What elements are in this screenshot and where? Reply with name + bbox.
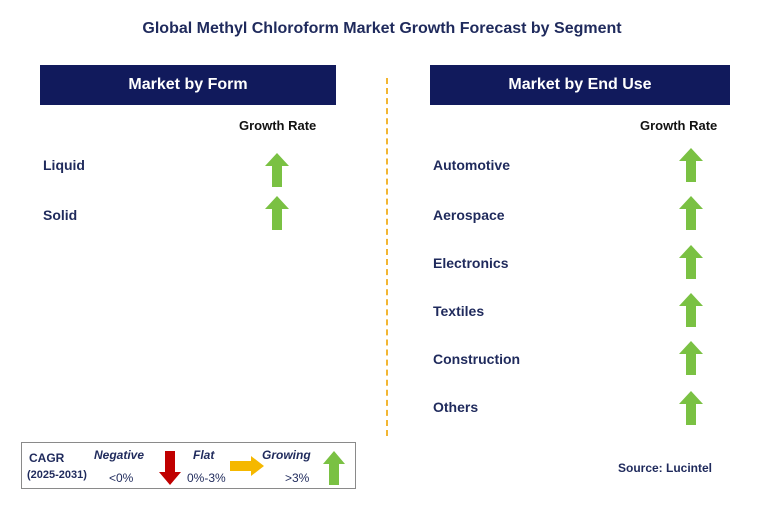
legend-flat-value: 0%-3% [187, 471, 226, 485]
flat-right-arrow-icon [230, 456, 264, 476]
form-row-solid: Solid [43, 207, 78, 223]
end-use-row-others: Others [433, 399, 479, 415]
growth-up-arrow-icon [679, 196, 703, 230]
end-use-row-electronics: Electronics [433, 255, 509, 271]
growth-up-arrow-icon [679, 391, 703, 425]
end-use-growth-rate-label: Growth Rate [640, 118, 718, 133]
end-use-row-construction: Construction [433, 351, 521, 367]
form-header: Market by Form [40, 65, 336, 105]
legend-period: (2025-2031) [27, 469, 87, 481]
form-row-liquid: Liquid [43, 157, 85, 173]
growth-up-arrow-icon [679, 245, 703, 279]
cagr-legend: CAGR (2025-2031) Negative <0% Flat 0%-3%… [21, 442, 356, 489]
source-note: Source: Lucintel [618, 461, 713, 475]
legend-flat-label: Flat [193, 448, 215, 462]
page-title: Global Methyl Chloroform Market Growth F… [142, 20, 622, 37]
legend-cagr-label: CAGR [29, 451, 65, 465]
end-use-row-textiles: Textiles [433, 303, 485, 319]
panel-divider [386, 78, 388, 436]
end-use-header: Market by End Use [430, 65, 730, 105]
negative-down-arrow-icon [159, 451, 181, 485]
growth-up-arrow-icon [265, 153, 289, 187]
legend-growing-value: >3% [285, 471, 310, 485]
form-growth-rate-label: Growth Rate [239, 118, 317, 133]
growing-up-arrow-icon [323, 451, 345, 485]
growth-up-arrow-icon [679, 148, 703, 182]
form-header-label: Market by Form [128, 76, 248, 93]
end-use-row-automotive: Automotive [433, 157, 510, 173]
growth-up-arrow-icon [679, 341, 703, 375]
legend-growing-label: Growing [262, 448, 311, 462]
growth-up-arrow-icon [679, 293, 703, 327]
growth-up-arrow-icon [265, 196, 289, 230]
end-use-row-aerospace: Aerospace [433, 207, 505, 223]
legend-negative-label: Negative [94, 448, 145, 462]
legend-negative-value: <0% [109, 471, 134, 485]
end-use-header-label: Market by End Use [508, 76, 652, 93]
